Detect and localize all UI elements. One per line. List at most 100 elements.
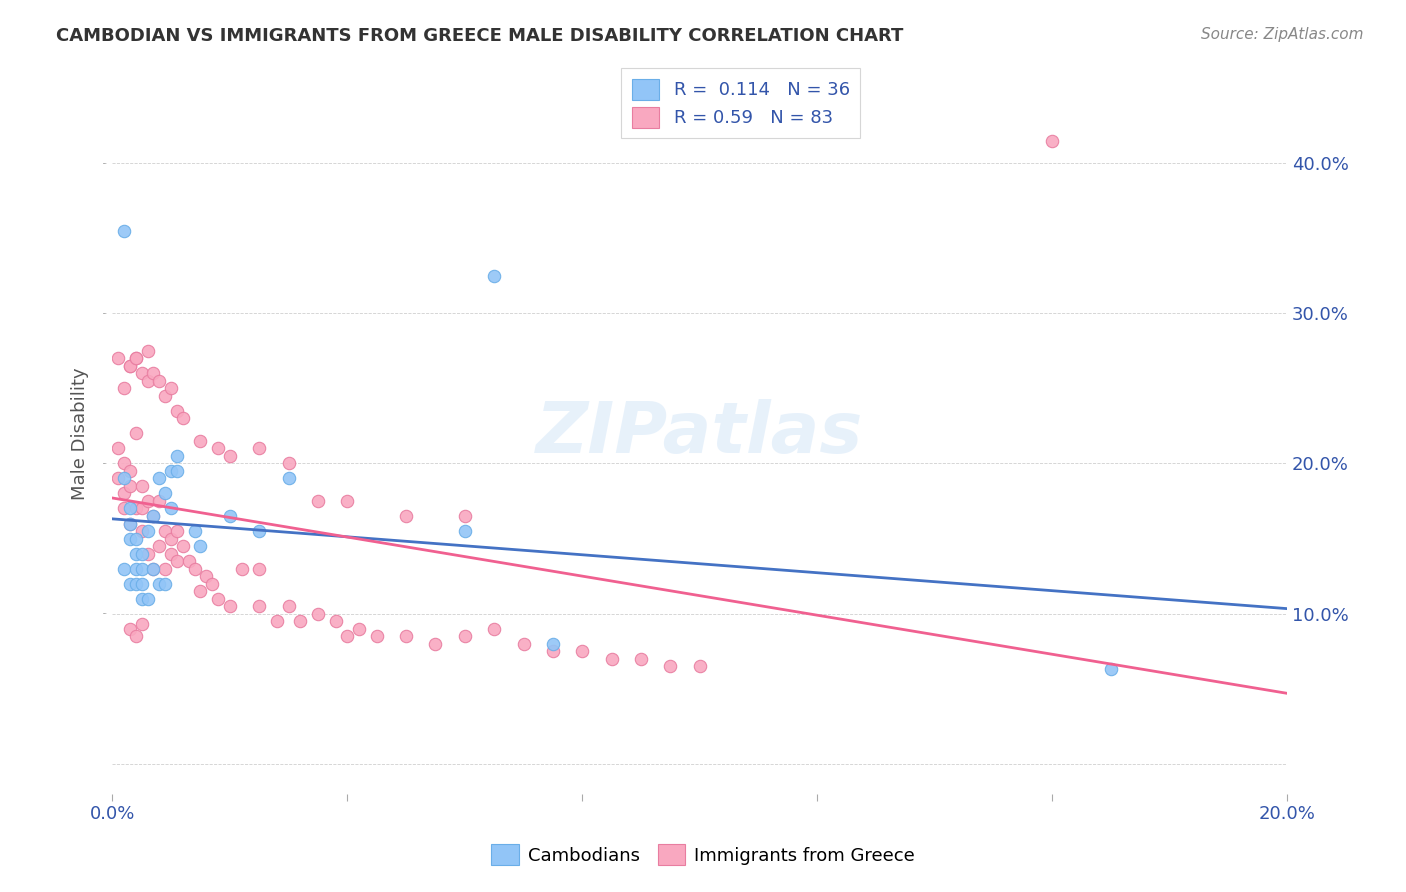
Point [148, 374, 170, 388]
Point [160, 381, 183, 395]
Point [107, 442, 129, 456]
Point [125, 629, 148, 643]
Point [112, 224, 135, 238]
Point [600, 651, 623, 665]
Point [207, 442, 229, 456]
Point [482, 622, 505, 636]
Point [112, 471, 135, 485]
Point [231, 561, 253, 575]
Point [136, 343, 159, 358]
Point [166, 449, 188, 463]
Point [1040, 134, 1063, 148]
Point [177, 554, 200, 568]
Point [131, 617, 153, 632]
Point [266, 614, 288, 628]
Point [131, 479, 153, 493]
Point [482, 268, 505, 283]
Point [107, 471, 129, 485]
Point [336, 494, 359, 508]
Point [142, 367, 165, 381]
Legend: Cambodians, Immigrants from Greece: Cambodians, Immigrants from Greece [482, 835, 924, 874]
Point [148, 494, 170, 508]
Point [125, 501, 148, 516]
Point [118, 464, 141, 478]
Point [218, 449, 240, 463]
Point [183, 524, 205, 538]
Point [166, 404, 188, 418]
Point [155, 561, 177, 575]
Point [118, 516, 141, 531]
Point [160, 464, 183, 478]
Point [131, 561, 153, 575]
Point [172, 539, 194, 553]
Point [136, 591, 159, 606]
Point [125, 351, 148, 366]
Text: Source: ZipAtlas.com: Source: ZipAtlas.com [1201, 27, 1364, 42]
Point [131, 524, 153, 538]
Point [277, 471, 299, 485]
Point [659, 659, 682, 673]
Point [142, 508, 165, 523]
Point [112, 381, 135, 395]
Point [118, 479, 141, 493]
Point [1099, 662, 1122, 676]
Point [118, 622, 141, 636]
Point [155, 524, 177, 538]
Point [131, 576, 153, 591]
Point [131, 501, 153, 516]
Y-axis label: Male Disability: Male Disability [72, 368, 89, 500]
Point [118, 501, 141, 516]
Point [190, 539, 212, 553]
Text: ZIPatlas: ZIPatlas [536, 399, 863, 468]
Point [247, 561, 270, 575]
Point [136, 524, 159, 538]
Point [148, 576, 170, 591]
Point [307, 607, 329, 621]
Point [454, 508, 477, 523]
Point [118, 359, 141, 373]
Point [247, 524, 270, 538]
Point [336, 629, 359, 643]
Point [454, 524, 477, 538]
Point [166, 524, 188, 538]
Point [454, 629, 477, 643]
Point [148, 539, 170, 553]
Point [277, 457, 299, 471]
Point [190, 434, 212, 448]
Point [541, 644, 564, 658]
Point [207, 591, 229, 606]
Point [247, 599, 270, 613]
Point [125, 426, 148, 441]
Point [136, 374, 159, 388]
Point [142, 561, 165, 575]
Point [512, 637, 534, 651]
Point [148, 471, 170, 485]
Point [160, 501, 183, 516]
Point [107, 351, 129, 366]
Point [142, 561, 165, 575]
Point [247, 442, 270, 456]
Point [131, 547, 153, 561]
Point [160, 547, 183, 561]
Point [125, 561, 148, 575]
Point [571, 644, 593, 658]
Point [195, 569, 218, 583]
Point [277, 599, 299, 613]
Text: CAMBODIAN VS IMMIGRANTS FROM GREECE MALE DISABILITY CORRELATION CHART: CAMBODIAN VS IMMIGRANTS FROM GREECE MALE… [56, 27, 904, 45]
Point [155, 486, 177, 500]
Point [218, 508, 240, 523]
Point [290, 614, 312, 628]
Point [155, 576, 177, 591]
Point [125, 547, 148, 561]
Point [125, 351, 148, 366]
Point [183, 561, 205, 575]
Point [166, 464, 188, 478]
Point [347, 622, 370, 636]
Point [118, 359, 141, 373]
Point [136, 494, 159, 508]
Point [325, 614, 347, 628]
Point [131, 367, 153, 381]
Point [131, 591, 153, 606]
Point [118, 532, 141, 546]
Legend: R =  0.114   N = 36, R = 0.59   N = 83: R = 0.114 N = 36, R = 0.59 N = 83 [621, 68, 860, 138]
